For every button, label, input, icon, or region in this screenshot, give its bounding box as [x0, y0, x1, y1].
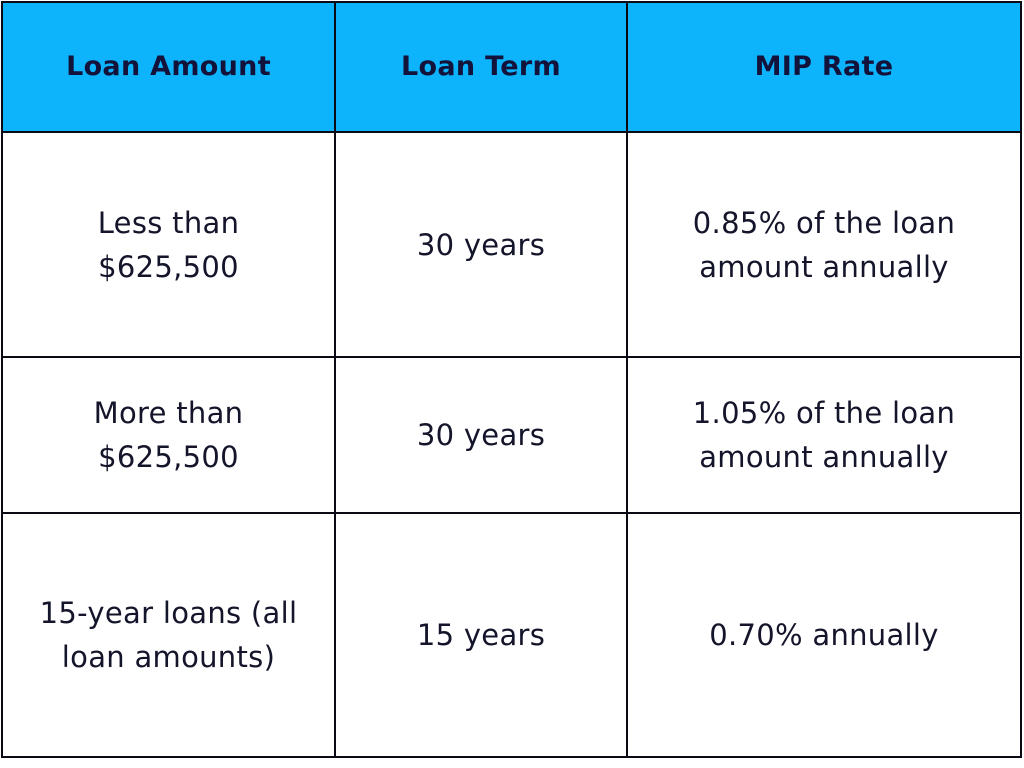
column-header-loan-term: Loan Term — [336, 3, 628, 133]
table-cell-loan-amount: Less than $625,500 — [3, 133, 336, 358]
table-cell-mip-rate: 1.05% of the loan amount annually — [628, 358, 1020, 514]
table-cell-loan-term: 15 years — [336, 514, 628, 756]
table-cell-loan-term: 30 years — [336, 133, 628, 358]
table-cell-loan-amount: 15-year loans (all loan amounts) — [3, 514, 336, 756]
column-header-mip-rate: MIP Rate — [628, 3, 1020, 133]
column-header-loan-amount: Loan Amount — [3, 3, 336, 133]
table-cell-loan-amount: More than $625,500 — [3, 358, 336, 514]
table-cell-loan-term: 30 years — [336, 358, 628, 514]
table-cell-mip-rate: 0.70% annually — [709, 618, 939, 652]
table-cell-mip-rate: 0.85% of the loan amount annually — [628, 133, 1020, 358]
